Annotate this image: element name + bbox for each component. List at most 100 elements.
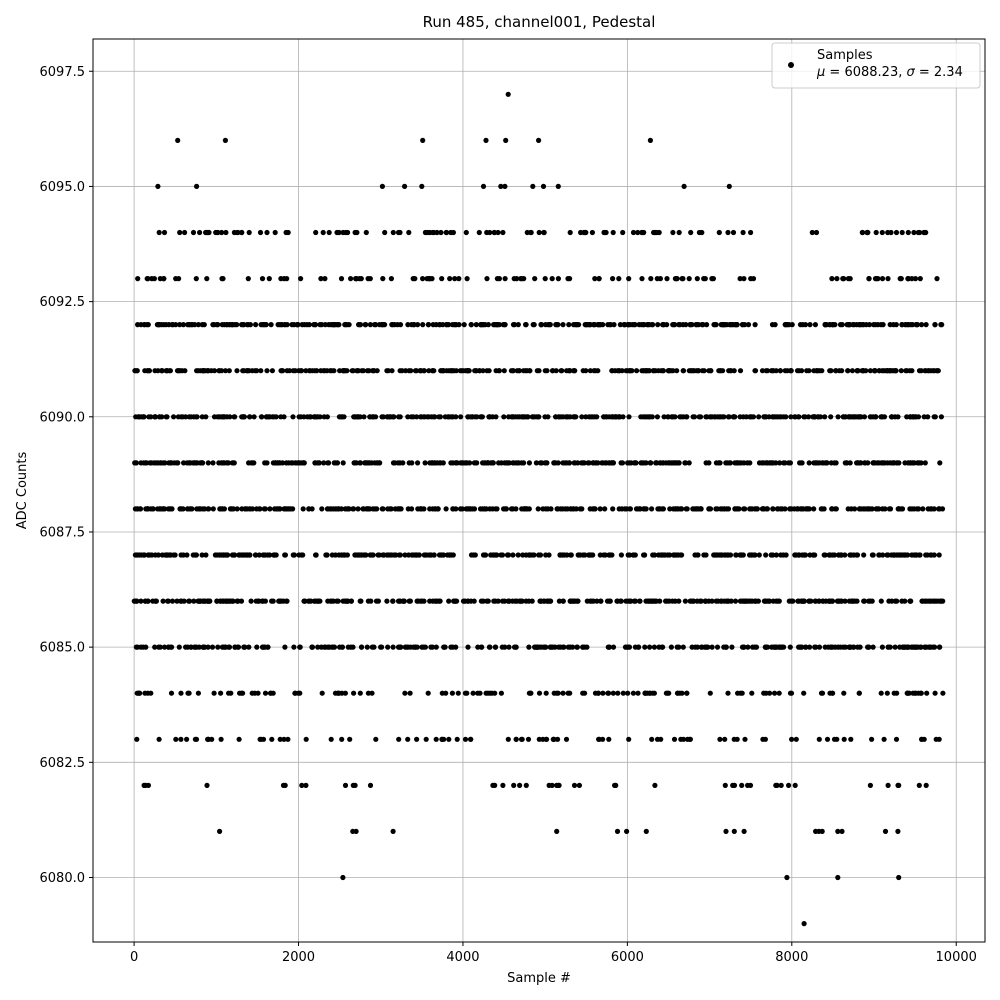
sample-point — [205, 460, 211, 466]
sample-point — [284, 322, 290, 328]
sample-point — [196, 644, 202, 650]
sample-point — [544, 736, 550, 742]
sample-point — [880, 460, 886, 466]
sample-point — [541, 598, 547, 604]
sample-point — [513, 506, 519, 512]
sample-point — [666, 690, 672, 696]
sample-point — [920, 506, 926, 512]
sample-point — [199, 414, 205, 420]
sample-point — [940, 690, 946, 696]
sample-point — [535, 506, 541, 512]
sample-point — [807, 322, 813, 328]
sample-point — [680, 368, 687, 374]
sample-point — [864, 506, 870, 512]
sample-point — [769, 460, 775, 466]
sample-point — [681, 183, 687, 189]
sample-point — [218, 736, 224, 742]
sample-point — [717, 736, 723, 742]
legend-stats: μ = 6088.23, σ = 2.34 — [816, 65, 963, 80]
sample-point — [583, 414, 589, 420]
sample-point — [381, 552, 387, 558]
sample-point — [217, 828, 223, 835]
sample-point — [362, 552, 368, 558]
sample-point — [547, 322, 553, 328]
sample-point — [474, 414, 480, 420]
sample-point — [447, 276, 453, 282]
sample-point — [279, 322, 285, 328]
sample-point — [219, 229, 225, 236]
sample-point — [340, 874, 346, 881]
sample-point — [553, 414, 559, 420]
sample-point — [575, 598, 581, 604]
sample-point — [486, 368, 492, 374]
sample-point — [560, 644, 566, 650]
sample-point — [408, 368, 414, 374]
sample-point — [503, 137, 509, 143]
sample-point — [764, 506, 771, 512]
sample-point — [740, 229, 746, 236]
sample-point — [668, 644, 675, 650]
sample-point — [444, 229, 450, 236]
sample-point — [586, 460, 592, 466]
sample-point — [672, 506, 678, 512]
sample-point — [895, 414, 901, 420]
sample-point — [331, 460, 337, 466]
sample-point — [260, 552, 266, 558]
sample-point — [498, 460, 504, 466]
sample-point — [461, 322, 467, 328]
sample-point — [544, 460, 550, 466]
sample-point — [773, 782, 779, 789]
sample-point — [283, 229, 289, 236]
sample-point — [680, 644, 686, 650]
sample-point — [626, 552, 633, 558]
sample-point — [689, 644, 695, 650]
sample-point — [739, 690, 745, 696]
sample-point — [421, 598, 427, 604]
sample-point — [550, 736, 556, 742]
sample-point — [848, 506, 854, 512]
sample-point — [481, 460, 487, 466]
sample-point — [664, 276, 670, 282]
sample-point — [176, 644, 182, 650]
sample-point — [324, 552, 330, 558]
sample-point — [646, 322, 653, 328]
sample-point — [708, 414, 714, 420]
sample-point — [745, 644, 751, 650]
legend-mu-value: 6088.23 — [844, 65, 898, 80]
sample-point — [847, 552, 853, 558]
sample-point — [583, 322, 589, 328]
sample-point — [465, 414, 471, 420]
sample-point — [718, 322, 724, 328]
sample-point — [256, 552, 262, 558]
sample-point — [879, 644, 886, 650]
sample-point — [330, 598, 336, 604]
sample-point — [174, 368, 181, 374]
sample-point — [892, 598, 898, 604]
sample-point — [357, 322, 363, 328]
sample-point — [264, 229, 270, 236]
sample-point — [325, 598, 331, 604]
sample-point — [656, 552, 662, 558]
sample-point — [303, 736, 309, 742]
sample-point — [420, 276, 426, 282]
sample-point — [734, 460, 740, 466]
sample-point — [616, 276, 622, 282]
sample-point — [894, 690, 900, 696]
sample-point — [465, 598, 471, 604]
sample-point — [281, 736, 287, 742]
sample-point — [521, 506, 528, 512]
sample-point — [919, 322, 925, 328]
sample-point — [670, 229, 676, 236]
sample-point — [201, 644, 207, 650]
sample-point — [517, 598, 523, 604]
sample-point — [634, 368, 640, 374]
sample-point — [739, 644, 746, 650]
sample-point — [282, 552, 288, 558]
sample-point — [823, 460, 830, 466]
sample-point — [421, 506, 427, 512]
sample-point — [519, 736, 525, 742]
sample-point — [302, 598, 308, 604]
sample-point — [132, 368, 138, 374]
sample-point — [195, 598, 201, 604]
sample-point — [916, 368, 923, 374]
